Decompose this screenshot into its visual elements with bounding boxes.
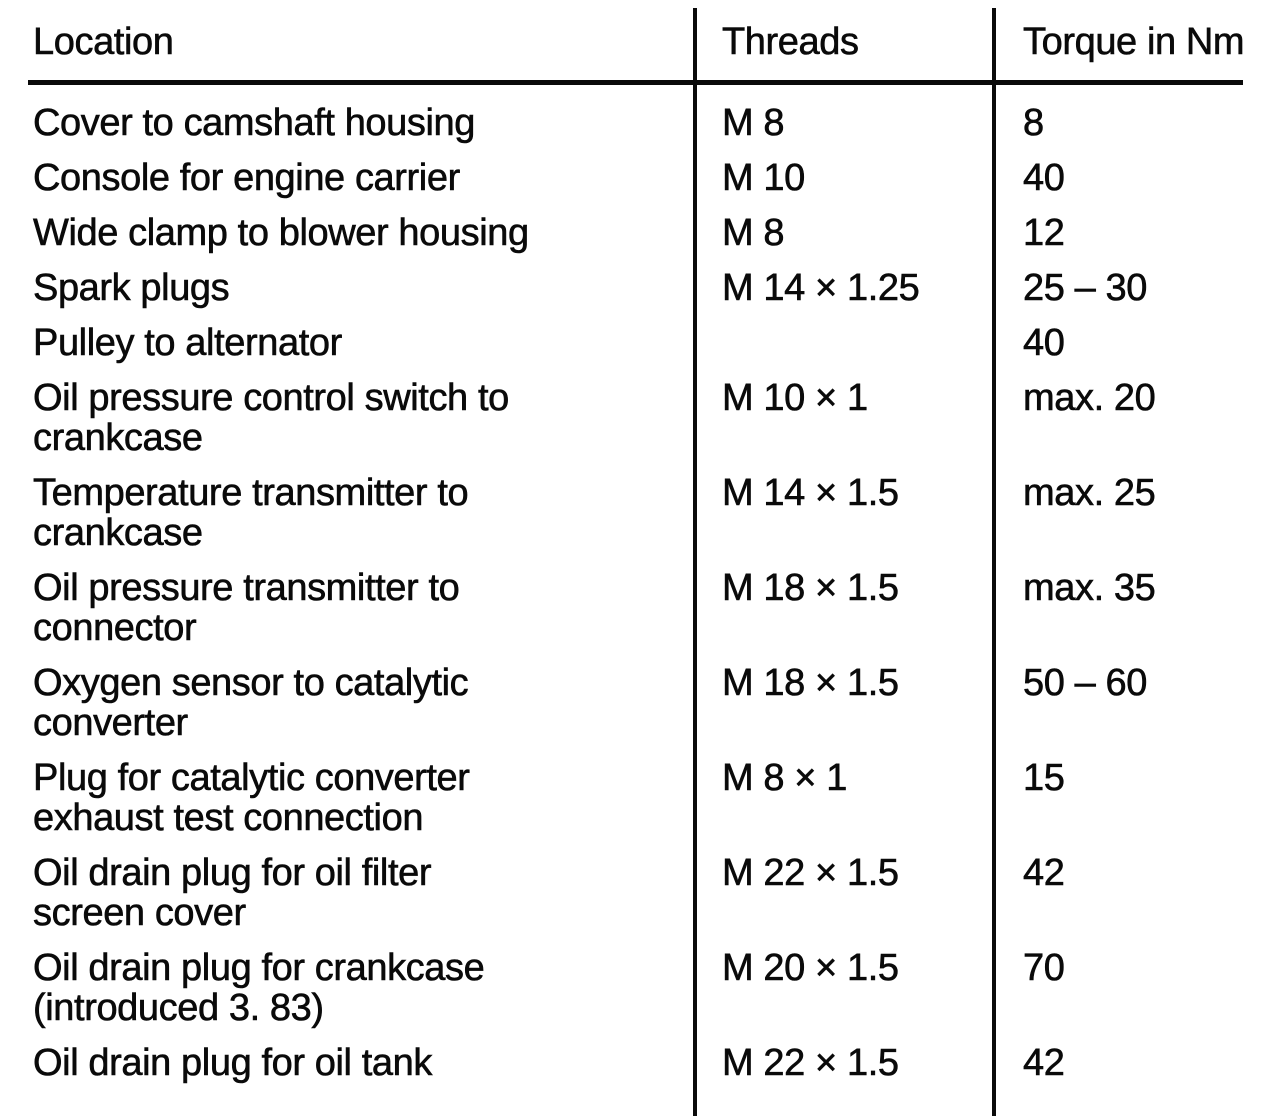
cell-torque: 42 [1023, 852, 1065, 894]
column-header-threads: Threads [722, 21, 860, 63]
table-row: Spark plugs M 14 × 1.25 25 – 30 [0, 267, 1280, 309]
table-row: Pulley to alternator 40 [0, 322, 1280, 364]
table-row: Oil drain plug for crankcase (introduced… [0, 947, 1280, 1029]
column-header-location: Location [33, 21, 174, 63]
cell-location: Oil drain plug for oil filter screen cov… [33, 852, 432, 934]
cell-threads: M 8 [722, 212, 785, 254]
cell-threads: M 22 × 1.5 [722, 852, 900, 894]
cell-location: Pulley to alternator [33, 322, 343, 364]
cell-torque: 70 [1023, 947, 1065, 989]
cell-threads: M 8 × 1 [722, 757, 848, 799]
cell-location: Plug for catalytic converter exhaust tes… [33, 757, 471, 839]
table-row: Oxygen sensor to catalytic converter M 18… [0, 662, 1280, 744]
cell-torque: max. 25 [1023, 472, 1156, 514]
cell-torque: 25 – 30 [1023, 267, 1148, 309]
cell-location: Temperature transmitter to crankcase [33, 472, 469, 554]
cell-location: Wide clamp to blower housing [33, 212, 530, 254]
column-divider-torque [992, 8, 996, 1116]
cell-location: Oil drain plug for oil tank [33, 1042, 433, 1084]
cell-torque: 50 – 60 [1023, 662, 1148, 704]
header-divider-rule [28, 80, 1243, 85]
cell-torque: 40 [1023, 157, 1065, 199]
table-row: Plug for catalytic converter exhaust tes… [0, 757, 1280, 839]
cell-torque: max. 35 [1023, 567, 1156, 609]
cell-location: Oxygen sensor to catalytic converter [33, 662, 469, 744]
table-header-row: Location Threads Torque in Nm [0, 0, 1280, 80]
table-row: Oil pressure control switch to crankcase… [0, 377, 1280, 459]
cell-threads: M 14 × 1.25 [722, 267, 920, 309]
cell-threads: M 10 × 1 [722, 377, 869, 419]
column-header-torque: Torque in Nm [1023, 21, 1245, 63]
cell-location: Spark plugs [33, 267, 230, 309]
cell-location: Oil pressure control switch to crankcase [33, 377, 510, 459]
cell-location: Oil drain plug for crankcase (introduced… [33, 947, 485, 1029]
cell-location: Console for engine carrier [33, 157, 461, 199]
cell-torque: 8 [1023, 102, 1045, 144]
cell-threads: M 20 × 1.5 [722, 947, 900, 989]
cell-location: Cover to camshaft housing [33, 102, 476, 144]
cell-torque: 40 [1023, 322, 1065, 364]
cell-threads: M 18 × 1.5 [722, 567, 900, 609]
cell-threads: M 14 × 1.5 [722, 472, 900, 514]
table-row: Console for engine carrier M 10 40 [0, 157, 1280, 199]
table-row: Oil drain plug for oil filter screen cov… [0, 852, 1280, 934]
cell-torque: 42 [1023, 1042, 1065, 1084]
table-row: Oil drain plug for oil tank M 22 × 1.5 42 [0, 1042, 1280, 1084]
table-body: Cover to camshaft housing M 8 8 Console for… [0, 85, 1280, 1084]
table-row: Oil pressure transmitter to connector M 1… [0, 567, 1280, 649]
table-row: Wide clamp to blower housing M 8 12 [0, 212, 1280, 254]
cell-torque: 12 [1023, 212, 1065, 254]
cell-torque: max. 20 [1023, 377, 1156, 419]
cell-threads: M 8 [722, 102, 785, 144]
cell-threads: M 22 × 1.5 [722, 1042, 900, 1084]
cell-threads [697, 323, 996, 363]
column-divider-threads [693, 8, 697, 1116]
torque-spec-table: Location Threads Torque in Nm Cover to c… [0, 0, 1280, 1084]
cell-threads: M 10 [722, 157, 806, 199]
cell-threads: M 18 × 1.5 [722, 662, 900, 704]
table-row: Cover to camshaft housing M 8 8 [0, 102, 1280, 144]
cell-torque: 15 [1023, 757, 1065, 799]
cell-location: Oil pressure transmitter to connector [33, 567, 460, 649]
table-row: Temperature transmitter to crankcase M 14… [0, 472, 1280, 554]
